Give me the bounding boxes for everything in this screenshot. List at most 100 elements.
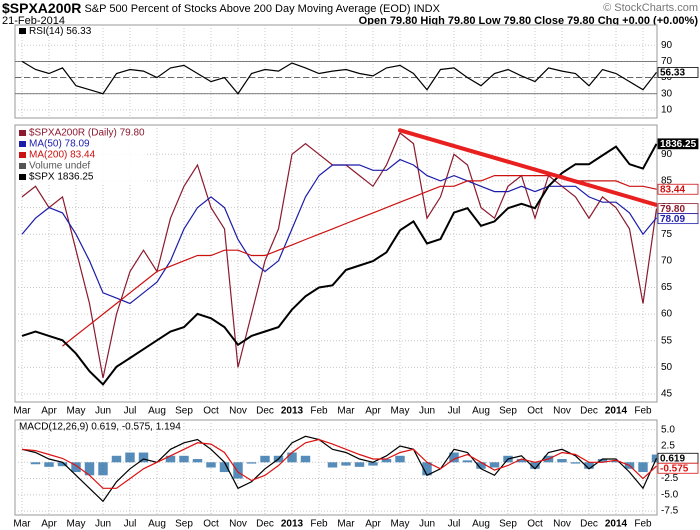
panel-frame xyxy=(14,24,658,119)
y-tick-label: 85 xyxy=(661,176,673,187)
credit: © StockCharts.com xyxy=(603,2,698,14)
x-tick-label: Jul xyxy=(448,519,461,530)
value-tag: 0.619 xyxy=(660,453,685,464)
value-tag-box xyxy=(657,213,699,225)
legend-box xyxy=(16,127,146,185)
histogram-bar xyxy=(165,455,176,463)
histogram-bar xyxy=(111,455,122,463)
panel-title: MACD(12,26,9) 0.619, -0.575, 1.194 xyxy=(19,422,181,433)
histogram-bar xyxy=(449,452,459,463)
histogram-bar xyxy=(219,462,230,473)
value-tag: -0.575 xyxy=(660,463,689,474)
x-tick-label: Mar xyxy=(13,406,31,417)
x-tick-label: Feb xyxy=(634,519,652,530)
y-tick-label: 10 xyxy=(661,105,673,116)
x-tick-label: Oct xyxy=(203,519,219,530)
histogram-bar xyxy=(57,462,68,467)
x-tick-label: Feb xyxy=(310,519,328,530)
x-tick-label: May xyxy=(391,406,410,417)
histogram-bar xyxy=(476,462,486,469)
x-tick-label: Mar xyxy=(337,406,355,417)
x-tick-label: May xyxy=(391,519,410,530)
x-tick-label: Sep xyxy=(175,406,193,417)
histogram-bar xyxy=(368,462,378,466)
value-tag-box xyxy=(657,138,699,150)
series-line xyxy=(21,435,657,503)
legend-swatch xyxy=(19,174,26,180)
y-tick-label: 75 xyxy=(661,229,673,240)
x-tick-label: Apr xyxy=(365,519,381,530)
trendline xyxy=(398,128,657,207)
value-tag: 79.80 xyxy=(660,204,685,215)
x-tick-label: Mar xyxy=(337,519,355,530)
y-tick-label: 45 xyxy=(661,389,673,400)
x-tick-label: Feb xyxy=(634,406,652,417)
x-tick-label: Nov xyxy=(553,406,571,417)
y-tick-label: 5.0 xyxy=(661,424,675,435)
histogram-bar xyxy=(84,462,95,476)
value-tag: 78.09 xyxy=(660,214,685,225)
y-tick-label: -2.5 xyxy=(661,473,679,484)
histogram-bar xyxy=(489,462,500,468)
date: 21-Feb-2014 xyxy=(2,15,65,27)
x-tick-label: May xyxy=(67,519,86,530)
value-tag: 1836.25 xyxy=(660,139,697,150)
x-tick-label: Sep xyxy=(499,519,517,530)
x-tick-label: Jun xyxy=(95,406,111,417)
x-tick-label: Dec xyxy=(580,519,598,530)
x-tick-label: Jun xyxy=(419,519,435,530)
symbol: $SPXA200R xyxy=(2,0,81,16)
histogram-bar xyxy=(651,454,657,463)
series-line xyxy=(21,60,657,95)
histogram-bar xyxy=(206,462,216,468)
histogram-bar xyxy=(44,462,54,467)
x-tick-label: Mar xyxy=(13,519,31,530)
y-tick-label: -7.5 xyxy=(661,506,679,517)
x-tick-label: Jul xyxy=(124,406,137,417)
legend-swatch xyxy=(19,130,26,136)
histogram-bar xyxy=(381,459,392,463)
y-tick-label: 90 xyxy=(661,149,673,160)
value-tag: 56.33 xyxy=(660,68,685,79)
x-tick-label: Dec xyxy=(256,406,274,417)
x-tick-label: May xyxy=(67,406,86,417)
legend-swatch xyxy=(19,28,26,34)
series-line xyxy=(21,158,657,305)
histogram-bar xyxy=(98,462,108,476)
y-tick-label: -5.0 xyxy=(661,489,679,500)
histogram-bar xyxy=(287,452,297,463)
series-label: RSI(14) 56.33 xyxy=(29,26,92,37)
histogram-bar xyxy=(354,462,365,467)
y-tick-label: 30 xyxy=(661,88,673,99)
plot-area xyxy=(21,128,657,386)
histogram-bar xyxy=(395,455,405,463)
x-tick-label: Sep xyxy=(499,406,517,417)
x-tick-label: Aug xyxy=(472,519,490,530)
x-tick-label: Nov xyxy=(229,519,247,530)
y-tick-label: 60 xyxy=(661,309,673,320)
x-tick-label: Oct xyxy=(527,406,543,417)
x-tick-label: Jul xyxy=(124,519,137,530)
histogram-bar xyxy=(260,455,270,463)
plot-area xyxy=(21,60,657,95)
value-tag-box xyxy=(657,67,699,78)
y-tick-label: 65 xyxy=(661,282,673,293)
legend-label: Volume undef xyxy=(29,161,90,172)
value-tag-box xyxy=(657,462,699,474)
histogram-bar xyxy=(516,459,527,463)
histogram-bar xyxy=(570,462,581,464)
histogram-bar xyxy=(341,462,351,466)
histogram-bar xyxy=(530,462,540,469)
x-tick-label: Oct xyxy=(203,406,219,417)
x-tick-label: Aug xyxy=(148,406,166,417)
x-tick-label: Sep xyxy=(175,519,193,530)
x-tick-label: Nov xyxy=(553,519,571,530)
histogram-bar xyxy=(30,462,41,465)
x-tick-label: Apr xyxy=(41,406,57,417)
x-tick-label: 2014 xyxy=(605,519,628,530)
histogram-bar xyxy=(179,455,189,463)
y-tick-label: 55 xyxy=(661,335,673,346)
x-tick-label: Apr xyxy=(365,406,381,417)
histogram-bar xyxy=(300,455,311,463)
